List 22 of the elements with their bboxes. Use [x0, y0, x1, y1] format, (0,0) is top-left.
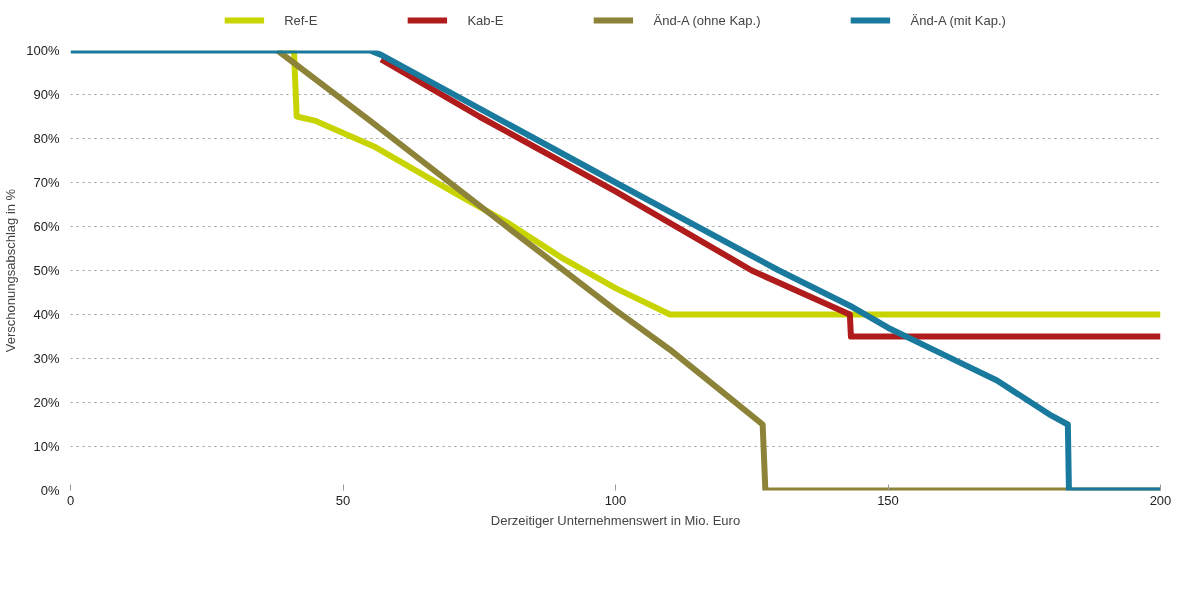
x-tick-label: 200 — [1149, 492, 1172, 508]
x-axis-title: Derzeitiger Unternehmenswert in Mio. Euro — [490, 512, 741, 528]
y-tick-label: 60% — [33, 219, 60, 234]
x-tick-label: 50 — [335, 492, 351, 508]
y-tick-label: 10% — [33, 439, 60, 454]
y-tick-label: 90% — [33, 87, 60, 102]
y-tick-label: 100% — [26, 43, 60, 58]
y-tick-label: 50% — [33, 263, 60, 278]
y-axis-title: Verschonungsabschlag in % — [3, 188, 19, 353]
y-tick-label: 0% — [40, 483, 60, 498]
legend-label: Änd-A (mit Kap.) — [910, 12, 1006, 28]
x-tick-label: 100 — [604, 492, 627, 508]
y-tick-label: 40% — [33, 307, 60, 322]
x-tick-label: 150 — [877, 492, 899, 508]
legend-label: Änd-A (ohne Kap.) — [653, 12, 761, 28]
y-tick-label: 70% — [33, 175, 60, 190]
y-tick-label: 30% — [33, 351, 60, 366]
legend-label: Ref-E — [284, 12, 318, 28]
y-tick-label: 20% — [33, 395, 60, 410]
x-tick-label: 0 — [66, 492, 75, 508]
y-tick-label: 80% — [33, 131, 60, 146]
legend-label: Kab-E — [467, 12, 504, 28]
